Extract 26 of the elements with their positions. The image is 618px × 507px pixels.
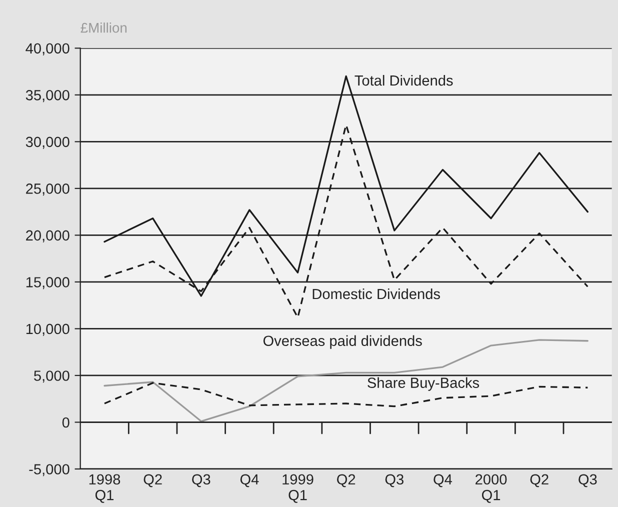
y-tick-label: 25,000 xyxy=(26,184,70,196)
x-tick-label: 1999 Q1 xyxy=(282,474,314,503)
y-tick-label: 20,000 xyxy=(26,230,70,242)
y-tick-label: -5,000 xyxy=(29,464,70,476)
x-tick-label: 2000 Q1 xyxy=(476,474,507,503)
x-tick-label: Q3 xyxy=(385,474,404,488)
series-label: Domestic Dividends xyxy=(312,288,440,300)
series-label: Total Dividends xyxy=(354,74,453,86)
x-tick-label: Q2 xyxy=(144,474,162,488)
series-label: Share Buy-Backs xyxy=(368,377,480,391)
y-tick-label: 30,000 xyxy=(26,136,70,149)
x-tick-label: Q3 xyxy=(578,474,597,488)
y-tick-label: 15,000 xyxy=(26,277,70,290)
x-tick-label: Q2 xyxy=(530,474,548,488)
x-tick-label: Q2 xyxy=(337,474,356,488)
y-tick-label: 0 xyxy=(62,417,70,428)
x-tick-label: 1998 Q1 xyxy=(89,474,120,503)
y-tick-label: 5,000 xyxy=(34,370,70,383)
y-tick-label: 40,000 xyxy=(26,43,70,56)
series-label: Overseas paid dividends xyxy=(263,335,422,349)
y-axis-title: £Million xyxy=(80,22,127,33)
y-tick-label: 10,000 xyxy=(26,324,70,336)
x-tick-label: Q4 xyxy=(434,474,452,488)
x-tick-label: Q3 xyxy=(192,474,210,488)
y-tick-label: 35,000 xyxy=(26,90,70,102)
x-tick-label: Q4 xyxy=(240,474,259,488)
